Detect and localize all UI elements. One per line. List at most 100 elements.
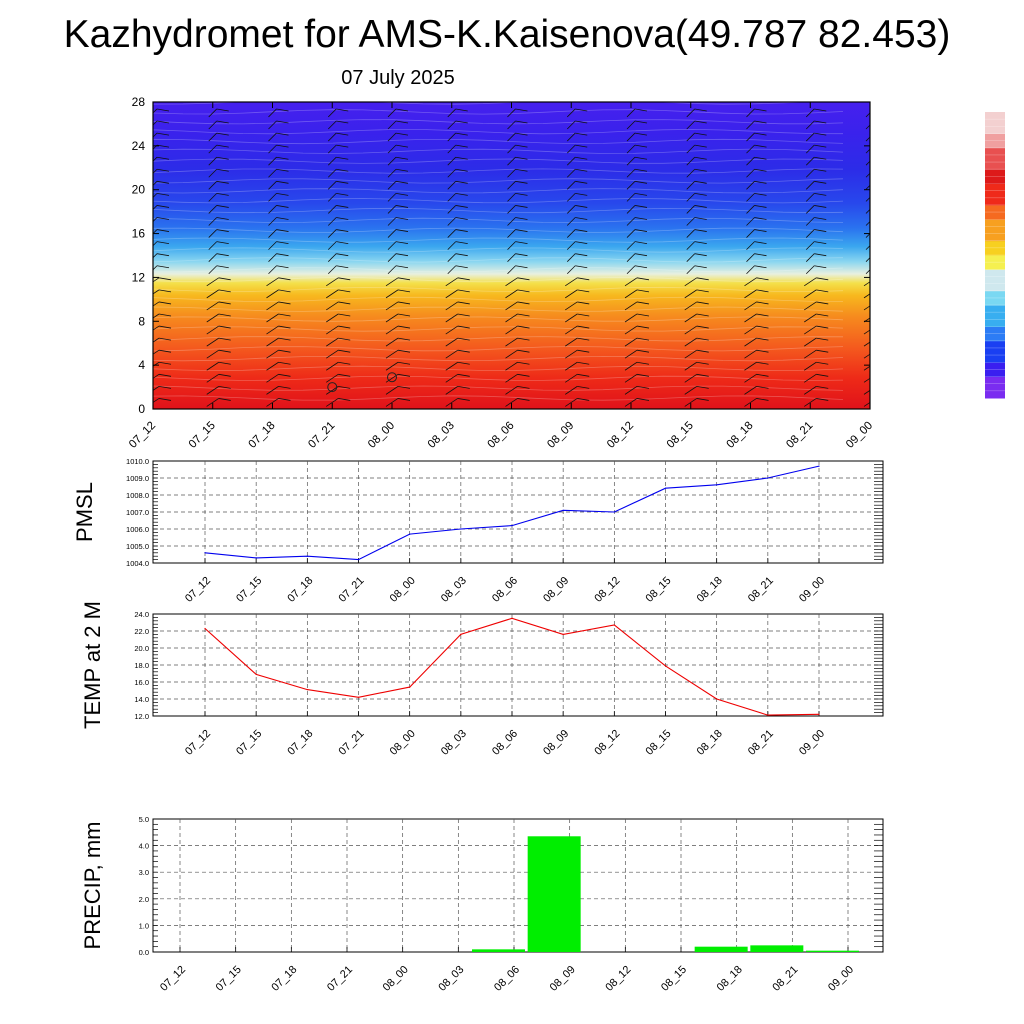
wind-barb-staff — [865, 269, 870, 275]
wind-barb — [684, 301, 709, 311]
wind-barb-flag — [515, 265, 528, 269]
wind-barb — [208, 156, 229, 166]
contour-line — [153, 375, 844, 381]
wind-barb — [266, 289, 291, 299]
wind-barb-staff — [746, 265, 755, 275]
wind-barb — [445, 289, 470, 299]
wind-barb — [686, 265, 707, 275]
wind-barb-staff — [266, 386, 279, 395]
wind-barb-staff — [266, 361, 279, 371]
wind-barb — [268, 144, 289, 154]
wind-barb — [746, 253, 767, 262]
wind-barb — [507, 156, 528, 166]
wind-barb-staff — [804, 386, 817, 395]
data-point — [562, 633, 564, 636]
wind-barb — [445, 301, 470, 311]
wind-barb-staff — [746, 229, 755, 238]
wind-barb-flag — [455, 180, 468, 184]
wind-barb — [566, 132, 588, 142]
wind-barb-flag — [276, 144, 289, 148]
contour-line — [153, 267, 844, 273]
wind-barb — [387, 205, 409, 214]
wind-barb-flag — [694, 229, 707, 232]
wind-barb-flag — [336, 120, 349, 124]
wind-barb-staff — [863, 401, 870, 407]
wind-barb — [326, 349, 351, 359]
wind-barb-flag — [577, 325, 590, 329]
wind-barb — [208, 253, 229, 262]
wind-barb — [624, 313, 650, 323]
data-point — [204, 627, 206, 630]
wind-barb-staff — [863, 305, 870, 311]
wind-barb-flag — [397, 337, 411, 341]
colorbar-swatch — [985, 276, 1005, 285]
colorbar-swatch — [985, 126, 1005, 134]
wind-barb-staff — [626, 156, 636, 166]
wind-barb-staff — [153, 386, 160, 391]
wind-barb-flag — [156, 168, 170, 172]
wind-barb — [327, 205, 349, 214]
wind-barb-flag — [575, 108, 588, 112]
wind-barb — [804, 385, 829, 395]
wind-barb-staff — [266, 373, 279, 383]
wind-barb-flag — [694, 156, 707, 160]
wind-barb — [863, 293, 870, 299]
wind-barb-flag — [754, 168, 767, 172]
wind-barb-flag — [455, 241, 468, 245]
wind-barb-staff — [805, 144, 815, 154]
wind-barb-staff — [805, 241, 815, 250]
x-tick-label: 08_06 — [490, 728, 520, 758]
wind-barb-flag — [876, 398, 888, 400]
wind-barb-flag — [517, 301, 530, 305]
wind-barb — [804, 349, 829, 359]
wind-barb-staff — [445, 349, 458, 359]
colorbar-swatch — [985, 340, 1005, 349]
wind-barb — [626, 229, 648, 238]
wind-barb — [447, 120, 468, 130]
wind-barb-flag — [517, 337, 530, 341]
x-tick-label: 08_00 — [388, 728, 418, 758]
wind-barb — [268, 132, 289, 142]
y-tick-label: 12.0 — [134, 712, 149, 721]
wind-barb-flag — [694, 144, 707, 148]
y-tick-label: 28 — [132, 95, 146, 109]
wind-barb — [447, 192, 468, 202]
wind-barb-staff — [153, 265, 158, 271]
wind-barb-flag — [455, 229, 468, 232]
wind-barb — [566, 156, 588, 166]
wind-barb-flag — [756, 313, 769, 317]
wind-barb-flag — [395, 217, 409, 220]
wind-barb — [865, 184, 870, 190]
wind-barb-staff — [805, 253, 815, 262]
wind-barb-staff — [686, 108, 696, 118]
colorbar-swatch — [985, 262, 1005, 270]
wind-barb-flag — [336, 156, 349, 160]
wind-barb — [863, 389, 870, 395]
y-tick-label: 4 — [138, 358, 145, 372]
wind-barb-flag — [876, 326, 888, 328]
colorbar-swatch — [985, 247, 1005, 256]
wind-barb-flag — [816, 373, 829, 377]
wind-barb-staff — [744, 349, 757, 359]
wind-barb-staff — [208, 181, 218, 190]
wind-barb-staff — [566, 132, 576, 142]
wind-barb-flag — [156, 217, 170, 220]
wind-barb-staff — [266, 313, 279, 323]
wind-barb — [153, 217, 170, 223]
wind-barb — [385, 301, 411, 311]
wind-barb — [385, 325, 411, 335]
wind-barb-flag — [636, 361, 650, 365]
wind-barb-staff — [746, 108, 755, 118]
wind-barb-flag — [636, 301, 650, 305]
wind-barb-staff — [327, 205, 337, 214]
wind-barb-staff — [447, 241, 457, 250]
wind-barb — [624, 361, 650, 371]
wind-barb-flag — [158, 313, 172, 317]
wind-barb-staff — [565, 301, 578, 311]
wind-barb-staff — [507, 193, 516, 202]
wind-barb-staff — [447, 168, 457, 178]
wind-barb-flag — [338, 313, 351, 317]
wind-barb — [266, 398, 291, 407]
wind-barb — [208, 229, 229, 238]
wind-barb-flag — [218, 313, 231, 317]
